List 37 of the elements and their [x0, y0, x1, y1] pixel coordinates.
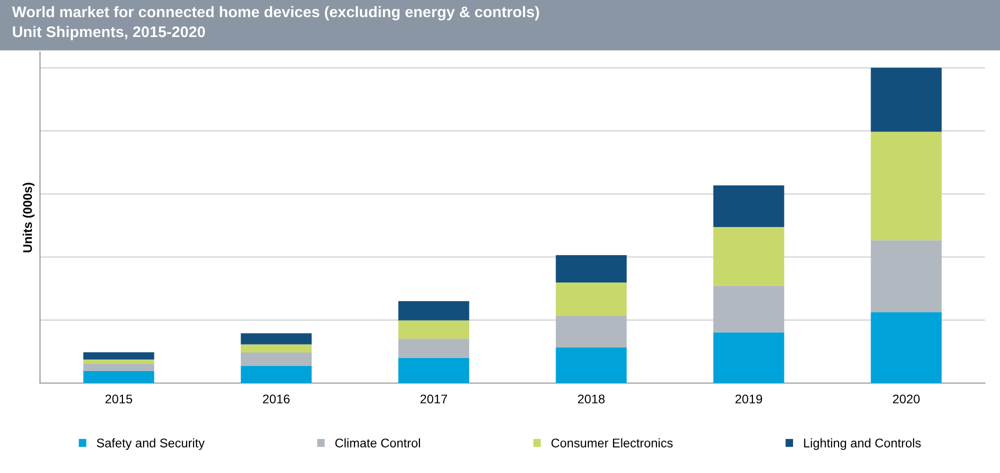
bar: [240, 344, 312, 353]
bar: [870, 132, 942, 240]
x-tick-label: 2020: [892, 394, 920, 404]
bar: [870, 312, 942, 384]
bar: [556, 316, 627, 348]
bar: [713, 286, 784, 332]
bar: [870, 240, 942, 312]
x-tick-label: 2015: [105, 394, 132, 404]
legend-label: Consumer Electronics: [551, 438, 673, 448]
x-tick-label: 2018: [578, 394, 605, 404]
bar: [870, 68, 942, 132]
bar: [398, 301, 470, 320]
bar: [83, 359, 154, 364]
bar: [240, 333, 312, 344]
bar: [398, 358, 470, 384]
bar: [398, 338, 470, 358]
x-tick-label: 2016: [262, 394, 290, 404]
bar: [713, 332, 784, 384]
bar: [556, 347, 627, 384]
y-axis-title: Units (000s): [22, 182, 34, 252]
legend-label: Safety and Security: [96, 438, 205, 450]
x-tick-label: 2017: [420, 394, 448, 404]
bar: [83, 370, 154, 384]
x-tick-label: 2019: [735, 394, 762, 404]
legend-label: Climate Control: [335, 438, 420, 448]
bar: [240, 366, 312, 384]
bar: [713, 227, 784, 286]
chart-subtitle: Unit Shipments, 2015-2020: [12, 26, 205, 40]
chart-title: World market for connected home devices (excluding energy & controls): [12, 6, 540, 20]
bar: [713, 185, 784, 228]
bar: [240, 352, 312, 366]
bar: [83, 352, 154, 360]
bar: [398, 320, 470, 339]
bar: [556, 282, 627, 316]
legend-label: Lighting and Controls: [804, 438, 921, 450]
bar: [83, 364, 154, 371]
bar: [556, 255, 627, 283]
